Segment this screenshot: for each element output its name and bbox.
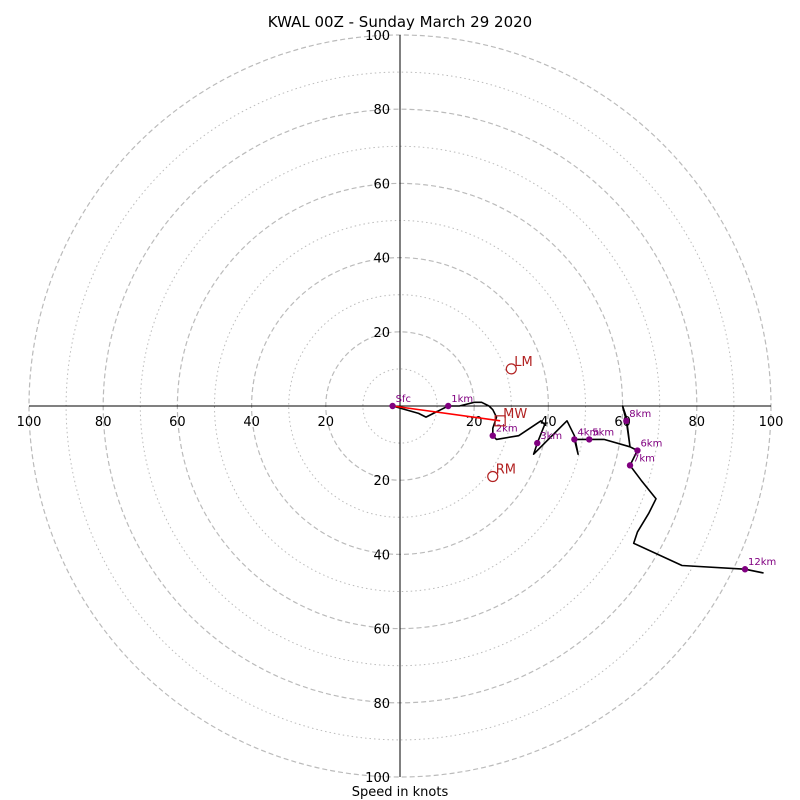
height-label-4km: 4km (577, 427, 599, 438)
storm-marker-mw (494, 415, 506, 427)
chart-title: KWAL 00Z - Sunday March 29 2020 (268, 13, 532, 31)
tick-labels: 100 80 60 40 20 20 40 60 80 100100806040202040608… (17, 29, 784, 786)
x-tick-right-4: 100 (759, 415, 784, 430)
x-tick-left-4: 20 (318, 415, 335, 430)
height-point-3km (534, 439, 541, 447)
x-tick-right-0: 20 (466, 415, 483, 430)
height-label-2km: 2km (496, 424, 518, 435)
shear-vector-layer (392, 405, 501, 422)
height-label-6km: 6km (640, 439, 662, 450)
height-label-12km: 12km (748, 557, 776, 568)
y-tick-bottom-1: 40 (373, 548, 390, 563)
height-label-3km: 3km (540, 431, 562, 442)
x-axis-label: Speed in knots (352, 785, 449, 800)
y-tick-top-3: 40 (373, 252, 390, 267)
storm-marker-lm (505, 363, 517, 375)
storm-label-lm: LM (514, 355, 532, 370)
height-point-2km (489, 432, 496, 439)
height-label-8km: 8km (629, 409, 651, 420)
height-point-sfc (389, 402, 396, 410)
storm-label-rm: RM (496, 462, 516, 477)
y-tick-top-4: 20 (373, 326, 390, 341)
y-tick-bottom-2: 60 (373, 623, 390, 638)
height-label-5km: 5km (592, 427, 614, 438)
y-tick-bottom-4: 100 (365, 771, 390, 786)
storm-motion-layer: LM MW RM (487, 355, 533, 483)
height-point-7km (626, 462, 634, 469)
height-point-6km (634, 447, 641, 454)
x-tick-left-1: 80 (95, 415, 112, 430)
y-tick-top-0: 100 (365, 29, 390, 44)
bulk-shear-vector (392, 405, 501, 422)
height-point-12km (741, 566, 749, 573)
height-label-sfc: Sfc (396, 394, 411, 405)
y-tick-bottom-3: 80 (373, 697, 390, 712)
height-label-1km: 1km (451, 394, 473, 405)
x-tick-left-2: 60 (169, 415, 186, 430)
x-tick-right-3: 80 (689, 415, 706, 430)
height-point-1km (445, 402, 452, 410)
hodograph-trace-layer (392, 401, 764, 574)
y-tick-top-2: 60 (373, 177, 390, 192)
height-point-4km (571, 436, 578, 443)
y-tick-bottom-0: 20 (373, 474, 390, 489)
height-label-7km: 7km (633, 453, 655, 464)
x-tick-left-3: 40 (243, 415, 260, 430)
y-tick-top-1: 80 (373, 103, 390, 118)
storm-marker-rm (487, 470, 499, 483)
storm-label-mw: MW (503, 407, 527, 422)
height-point-5km (586, 436, 593, 443)
axes (29, 35, 771, 777)
hodograph-trace (392, 401, 764, 574)
height-point-8km (623, 417, 630, 425)
x-tick-left-0: 100 (17, 415, 42, 430)
